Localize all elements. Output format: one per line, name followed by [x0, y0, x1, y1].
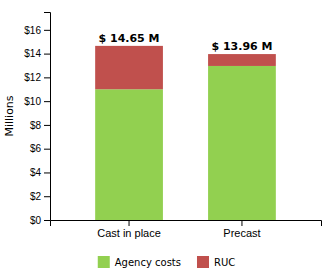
y-tick-label: $2: [30, 191, 42, 202]
x-axis-line: [51, 221, 322, 227]
y-axis: $0 $2 $4 $6 $8 $10 $12 $14 $16: [24, 13, 50, 226]
y-tick: $8: [30, 120, 50, 131]
total-label: $ 14.65 M: [99, 32, 160, 45]
y-tick-label: $14: [24, 48, 41, 59]
legend-swatch: [197, 256, 209, 268]
y-tick-label: $12: [24, 72, 41, 83]
y-tick: $16: [24, 25, 50, 36]
legend-item: Agency costs: [98, 256, 181, 268]
plot: $0 $2 $4 $6 $8 $10 $12 $14 $16 Cast in place Preca…: [24, 13, 321, 239]
bars: [95, 46, 276, 220]
y-tick-mark: [44, 101, 50, 102]
x-tick-mark: [129, 220, 130, 226]
legend-swatch: [98, 256, 110, 268]
y-tick-mark: [44, 30, 50, 31]
bar: [95, 89, 163, 220]
x-tick: Cast in place: [97, 220, 161, 239]
bar: [208, 66, 276, 220]
legend: Agency costs RUC: [98, 256, 236, 268]
total-label: $ 13.96 M: [211, 40, 272, 53]
y-tick-label: $16: [24, 25, 41, 36]
y-tick: $2: [30, 191, 50, 202]
y-tick-label: $6: [30, 143, 42, 154]
bar: [95, 46, 163, 89]
y-tick-label: $10: [24, 96, 41, 107]
y-tick-mark: [44, 125, 50, 126]
x-tick-label: Precast: [223, 227, 260, 239]
y-tick-label: $8: [30, 120, 42, 131]
y-axis-line: [44, 13, 51, 221]
y-tick: $4: [30, 167, 50, 178]
y-tick-mark: [44, 77, 50, 78]
y-tick: $0: [30, 215, 50, 226]
y-tick: $6: [30, 143, 50, 154]
y-tick-label: $0: [30, 215, 42, 226]
y-tick-mark: [44, 172, 50, 173]
y-tick: $12: [24, 72, 50, 83]
bar: [208, 54, 276, 66]
legend-label: RUC: [214, 257, 235, 268]
y-tick-mark: [44, 220, 50, 221]
x-tick-mark: [241, 220, 242, 226]
y-tick: $14: [24, 48, 50, 59]
legend-label: Agency costs: [115, 257, 181, 268]
y-tick: $10: [24, 96, 50, 107]
y-axis-title: Millions: [3, 95, 16, 136]
legend-item: RUC: [197, 256, 235, 268]
y-tick-mark: [44, 196, 50, 197]
x-tick-label: Cast in place: [97, 227, 161, 239]
x-axis: Cast in place Precast: [51, 220, 322, 239]
x-tick: Precast: [223, 220, 260, 239]
y-tick-mark: [44, 54, 50, 55]
y-tick-mark: [44, 149, 50, 150]
chart: $0 $2 $4 $6 $8 $10 $12 $14 $16 Cast in place Preca…: [0, 0, 333, 276]
y-tick-label: $4: [30, 167, 42, 178]
